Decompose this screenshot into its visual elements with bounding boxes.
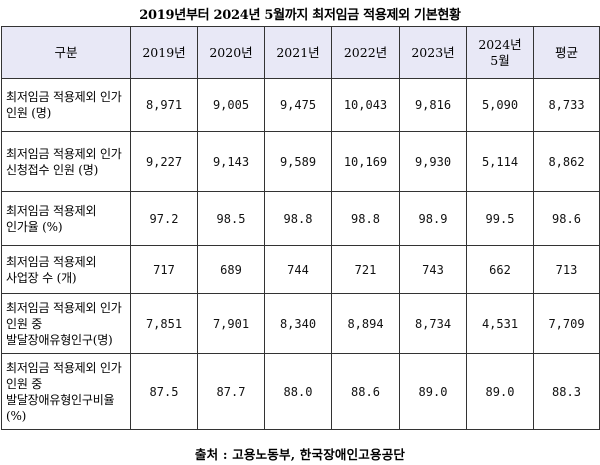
- table-row: 최저임금 적용제외 인가 인원 중 발달장애유형인구비율 (%) 87.5 87…: [1, 353, 600, 430]
- header-average: 평균: [533, 26, 600, 79]
- cell-value: 9,475: [264, 78, 332, 132]
- table-row: 최저임금 적용제외 인가 인원 중 발달장애유형인구(명) 7,851 7,90…: [1, 293, 600, 354]
- cell-value: 97.2: [130, 191, 198, 246]
- row-label: 최저임금 적용제외 인가율 (%): [1, 191, 131, 246]
- header-2021: 2021년: [264, 26, 332, 79]
- table-row: 최저임금 적용제외 인가 인원 (명) 8,971 9,005 9,475 10…: [1, 78, 600, 132]
- cell-value: 88.6: [331, 353, 400, 430]
- header-2020: 2020년: [197, 26, 265, 79]
- header-2022: 2022년: [331, 26, 400, 79]
- cell-value: 87.7: [197, 353, 265, 430]
- table-row: 최저임금 적용제외 인가율 (%) 97.2 98.5 98.8 98.8 98…: [1, 191, 600, 246]
- cell-value: 89.0: [399, 353, 467, 430]
- cell-value: 88.3: [533, 353, 600, 430]
- cell-value: 4,531: [466, 293, 534, 354]
- cell-value: 98.9: [399, 191, 467, 246]
- statistics-table: 구분 2019년 2020년 2021년 2022년 2023년 2024년 5…: [1, 26, 600, 430]
- row-label: 최저임금 적용제외 인가 인원 중 발달장애유형인구비율 (%): [1, 353, 131, 430]
- cell-value: 98.8: [331, 191, 400, 246]
- source-note: 출처 : 고용노동부, 한국장애인고용공단: [194, 447, 406, 462]
- cell-value: 98.6: [533, 191, 600, 246]
- cell-value: 8,894: [331, 293, 400, 354]
- cell-value: 98.5: [197, 191, 265, 246]
- cell-value: 721: [331, 245, 400, 294]
- row-label: 최저임금 적용제외 인가 신청접수 인원 (명): [1, 131, 131, 192]
- cell-value: 743: [399, 245, 467, 294]
- header-2024-may: 2024년 5월: [466, 26, 534, 79]
- cell-value: 88.0: [264, 353, 332, 430]
- cell-value: 8,734: [399, 293, 467, 354]
- cell-value: 713: [533, 245, 600, 294]
- table-row: 최저임금 적용제외 사업장 수 (개) 717 689 744 721 743 …: [1, 245, 600, 294]
- row-label: 최저임금 적용제외 인가 인원 (명): [1, 78, 131, 132]
- cell-value: 7,901: [197, 293, 265, 354]
- cell-value: 89.0: [466, 353, 534, 430]
- cell-value: 5,114: [466, 131, 534, 192]
- cell-value: 8,733: [533, 78, 600, 132]
- cell-value: 10,043: [331, 78, 400, 132]
- row-label: 최저임금 적용제외 인가 인원 중 발달장애유형인구(명): [1, 293, 131, 354]
- header-category: 구분: [1, 26, 131, 79]
- row-label: 최저임금 적용제외 사업장 수 (개): [1, 245, 131, 294]
- cell-value: 662: [466, 245, 534, 294]
- cell-value: 7,709: [533, 293, 600, 354]
- cell-value: 9,589: [264, 131, 332, 192]
- cell-value: 8,971: [130, 78, 198, 132]
- cell-value: 98.8: [264, 191, 332, 246]
- cell-value: 9,143: [197, 131, 265, 192]
- cell-value: 9,930: [399, 131, 467, 192]
- cell-value: 9,227: [130, 131, 198, 192]
- header-row: 구분 2019년 2020년 2021년 2022년 2023년 2024년 5…: [1, 26, 600, 79]
- cell-value: 7,851: [130, 293, 198, 354]
- cell-value: 8,340: [264, 293, 332, 354]
- cell-value: 9,816: [399, 78, 467, 132]
- table-row: 최저임금 적용제외 인가 신청접수 인원 (명) 9,227 9,143 9,5…: [1, 131, 600, 192]
- cell-value: 87.5: [130, 353, 198, 430]
- cell-value: 99.5: [466, 191, 534, 246]
- cell-value: 5,090: [466, 78, 534, 132]
- header-2023: 2023년: [399, 26, 467, 79]
- header-2019: 2019년: [130, 26, 198, 79]
- cell-value: 10,169: [331, 131, 400, 192]
- table-title: 2019년부터 2024년 5월까지 최저임금 적용제외 기본현황: [139, 8, 461, 23]
- cell-value: 744: [264, 245, 332, 294]
- cell-value: 8,862: [533, 131, 600, 192]
- cell-value: 689: [197, 245, 265, 294]
- cell-value: 717: [130, 245, 198, 294]
- cell-value: 9,005: [197, 78, 265, 132]
